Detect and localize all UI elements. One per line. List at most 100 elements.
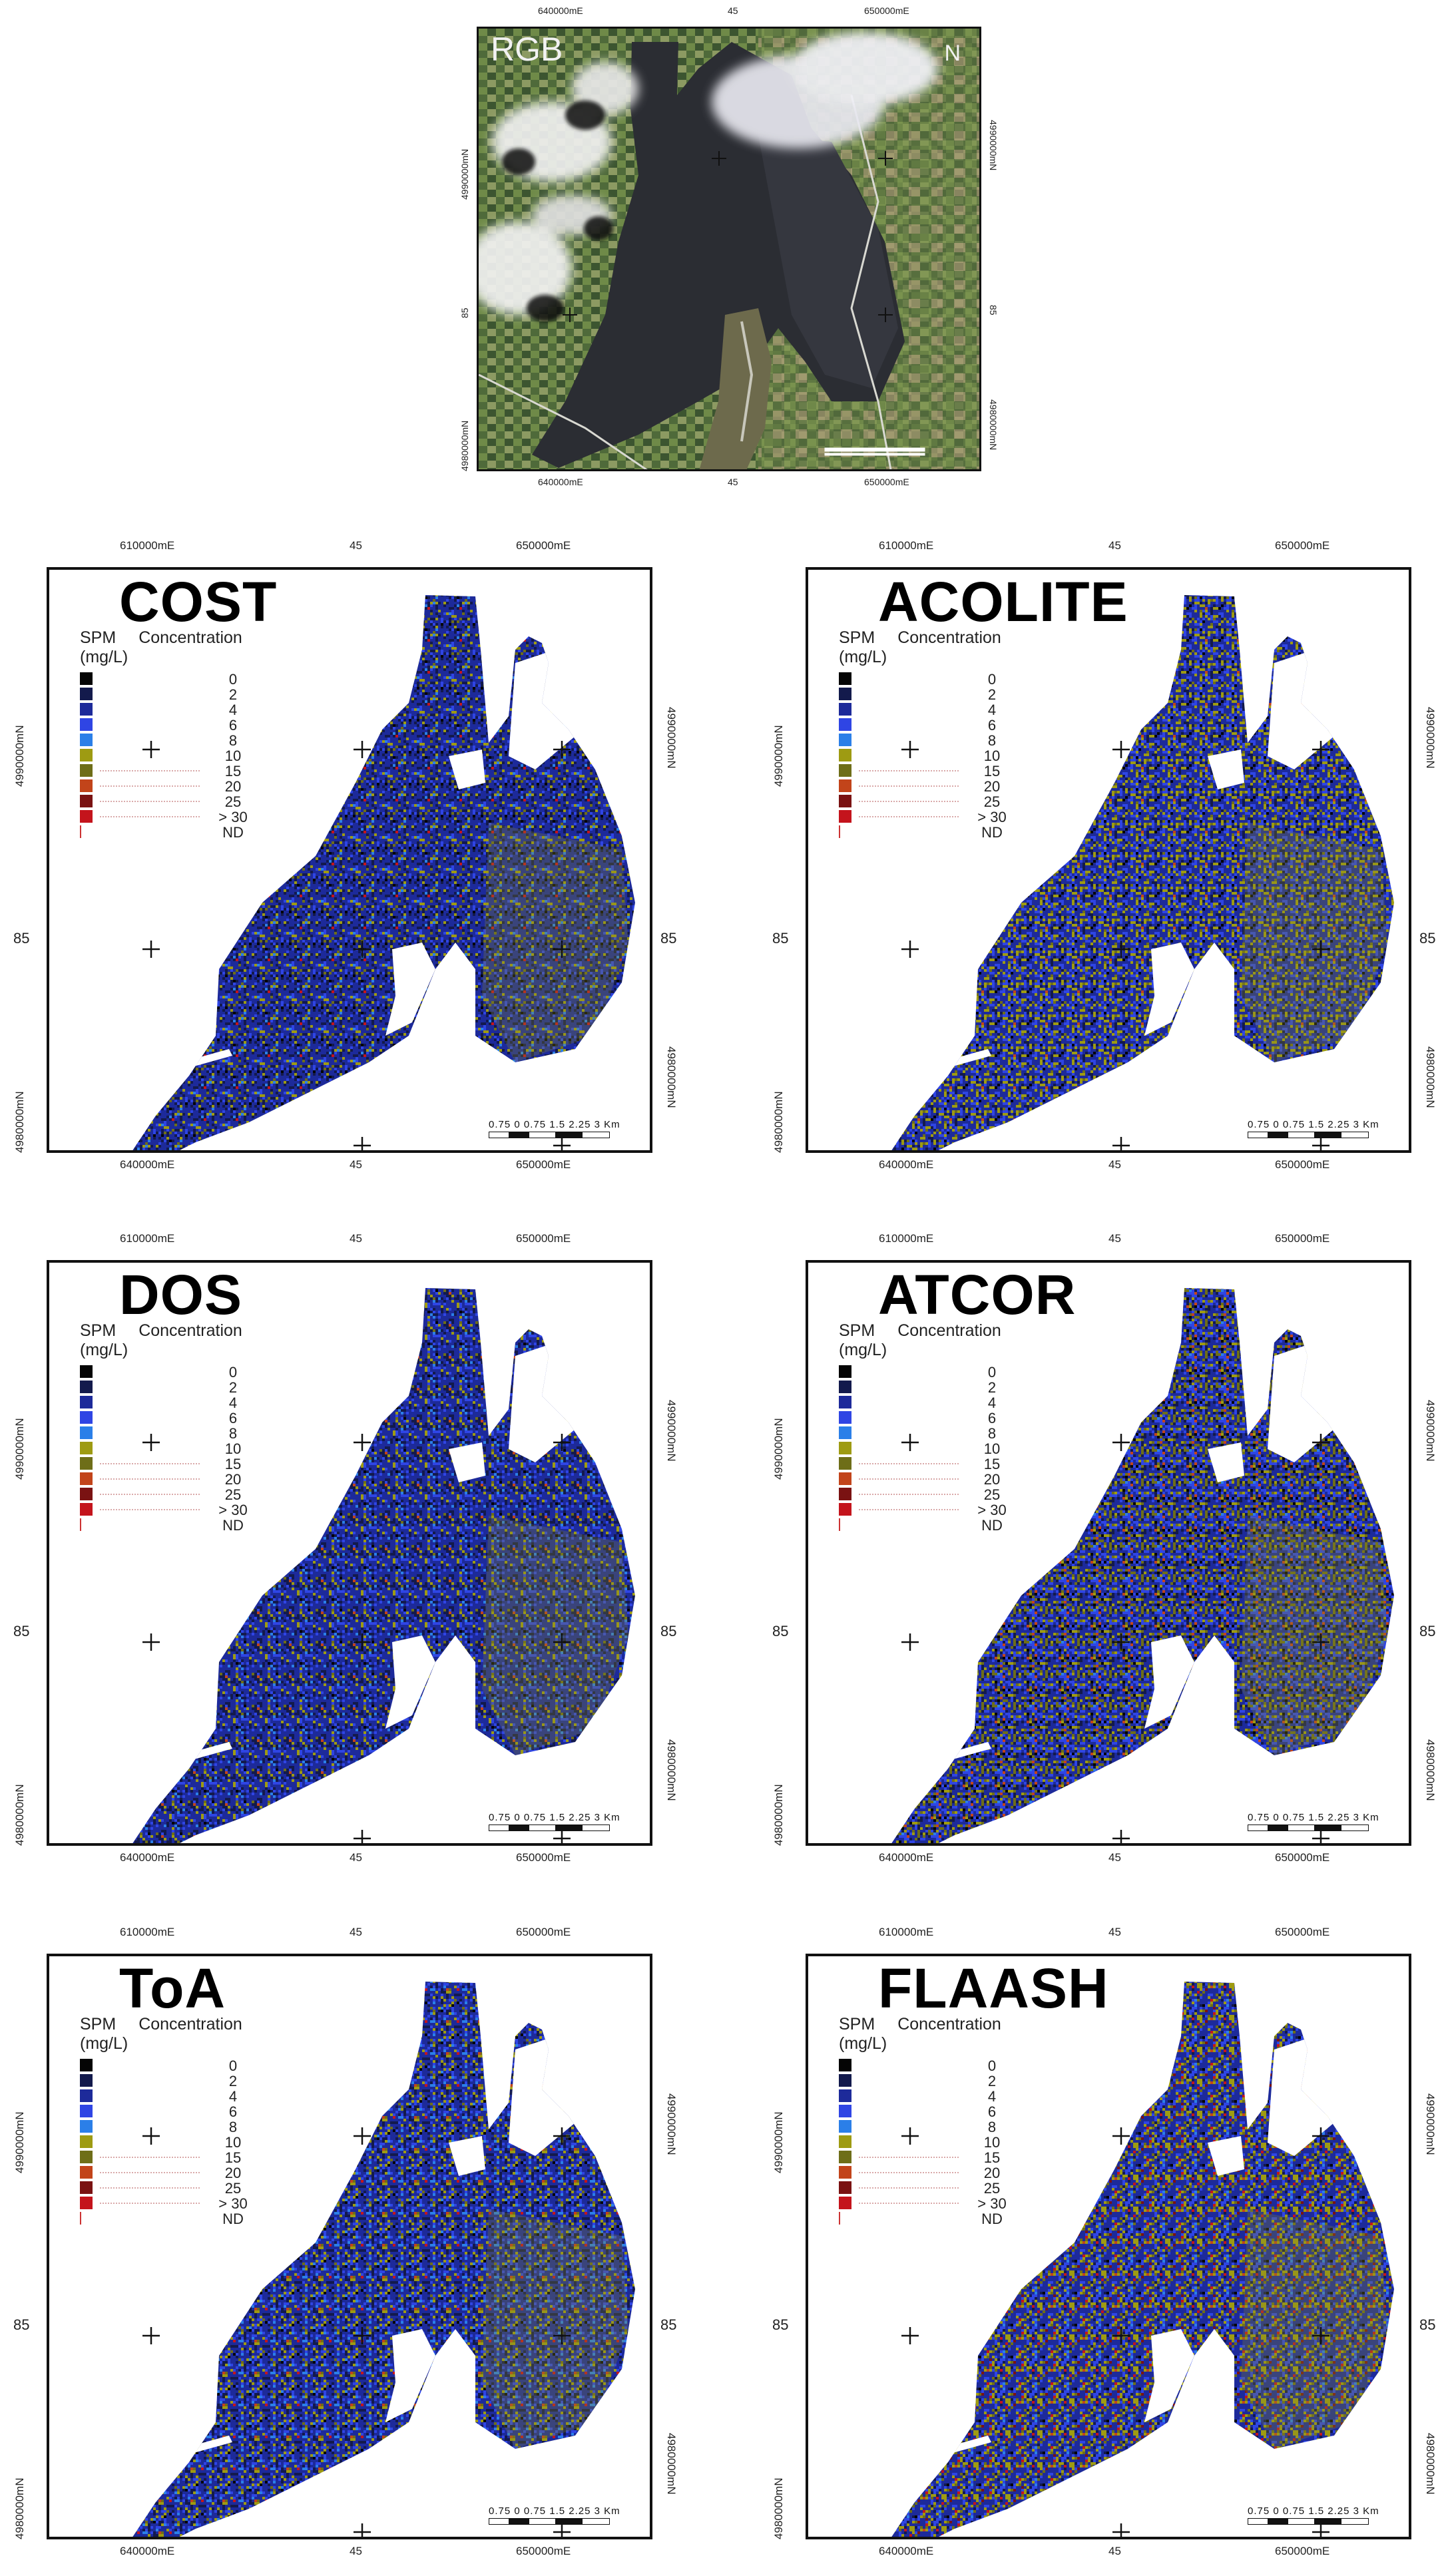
legend-leader: [859, 1463, 959, 1464]
legend-swatch: [80, 1381, 93, 1393]
legend-leader: [100, 2187, 200, 2189]
bottom-label-1: 640000mE: [120, 2545, 175, 2557]
legend-swatch: [839, 749, 851, 761]
spm-map: [888, 1982, 1394, 2537]
scale-bar-ticks: 0.75 0 0.75 1.5 2.25 3 Km: [1248, 2505, 1379, 2517]
right-label-top: 4990000mN: [1424, 2093, 1437, 2155]
legend-swatch: [839, 810, 851, 823]
legend-unit: (mg/L): [80, 648, 128, 666]
legend-leader: [859, 2187, 959, 2189]
legend-label: 10: [983, 748, 1001, 764]
left-label-mid: 85: [13, 1623, 30, 1639]
legend-swatch: [839, 718, 851, 731]
legend-swatch: [839, 703, 851, 716]
legend-label: 8: [987, 1425, 997, 1442]
legend-label: 4: [228, 702, 238, 718]
legend-swatch: [80, 2212, 83, 2225]
top-label-3: 650000mE: [1275, 1926, 1330, 1938]
legend-item: 10: [80, 2134, 320, 2151]
legend-leader: [100, 2203, 200, 2204]
legend-item: 25: [839, 1486, 1079, 1503]
legend-item: 4: [839, 2088, 1079, 2105]
scale-bar-graphic: [1248, 1825, 1387, 1831]
legend-label: 0: [987, 671, 997, 688]
legend-item: 15: [839, 1456, 1079, 1472]
top-label-1: 610000mE: [120, 1232, 175, 1245]
top-label-3: 650000mE: [516, 1232, 571, 1245]
legend-label: 4: [987, 1395, 997, 1411]
legend-label: ND: [981, 2211, 1003, 2227]
legend-label: 15: [224, 2149, 242, 2166]
legend-item: 15: [80, 2149, 320, 2166]
legend-swatch: [80, 825, 83, 838]
legend-label: > 30: [218, 1502, 248, 1518]
legend-label: 2: [987, 2073, 997, 2089]
legend-label: 2: [228, 2073, 238, 2089]
legend-label: 0: [987, 1364, 997, 1381]
bottom-label-1: 640000mE: [879, 1851, 934, 1864]
scale-bar-graphic: [489, 1132, 628, 1138]
north-arrow-icon: N: [944, 41, 961, 66]
legend-item: 0: [839, 1364, 1079, 1381]
legend-swatch: [839, 1442, 851, 1454]
scale-bar-ticks: 0.75 0 0.75 1.5 2.25 3 Km: [1248, 1119, 1379, 1130]
scale-bar-graphic: [489, 2518, 628, 2525]
rgb-right-label-2: 85: [988, 305, 999, 316]
legend-item: 4: [80, 2088, 320, 2105]
top-label-3: 650000mE: [1275, 1232, 1330, 1245]
legend-swatch: [839, 2197, 851, 2209]
legend-swatch: [839, 779, 851, 792]
legend-label: > 30: [218, 2195, 248, 2212]
legend-label: 15: [983, 1456, 1001, 1472]
legend-item: 15: [839, 763, 1079, 779]
spm-legend: SPM Concentration (mg/L) 0 2 4 6 8 10 15 20 25 > 30 N…: [839, 2015, 1079, 2227]
legend-swatch: [80, 672, 93, 685]
rgb-satellite-image: [479, 29, 979, 469]
legend-swatch: [80, 1442, 93, 1454]
legend-swatch: [839, 1365, 851, 1378]
scale-bar-ticks: 0.75 0 0.75 1.5 2.25 3 Km: [489, 2505, 620, 2517]
legend-item: 6: [839, 717, 1079, 734]
top-label-1: 610000mE: [879, 539, 934, 552]
legend-leader: [859, 801, 959, 802]
panel-title: ToA: [119, 1957, 226, 2020]
rgb-right-label-3: 4980000mN: [988, 399, 999, 451]
legend-item: 25: [839, 793, 1079, 810]
map-frame: ACOLITE SPM Concentration (mg/L) 0 2 4 6 8 10 15 20…: [806, 567, 1411, 1153]
legend-swatch: [839, 795, 851, 807]
legend-leader: [100, 2172, 200, 2173]
legend-item: 2: [80, 2073, 320, 2089]
legend-label: 0: [228, 1364, 238, 1381]
legend-item: 0: [80, 671, 320, 688]
left-label-bottom: 4980000mN: [772, 2477, 785, 2539]
spm-legend: SPM Concentration (mg/L) 0 2 4 6 8 10 15 20 25 > 30 N…: [80, 628, 320, 841]
left-label-bottom: 4980000mN: [13, 1784, 26, 1846]
legend-label: 10: [224, 748, 242, 764]
legend-label: 6: [987, 2103, 997, 2120]
spm-map: [888, 595, 1394, 1150]
legend-leader: [100, 816, 200, 817]
legend-item: ND: [80, 2211, 320, 2227]
legend-swatch: [80, 1503, 93, 1516]
spm-legend: SPM Concentration (mg/L) 0 2 4 6 8 10 15 20 25 > 30 N…: [839, 628, 1079, 841]
legend-swatch: [839, 1426, 851, 1439]
legend-item: ND: [839, 1517, 1079, 1534]
legend-label: 10: [983, 2134, 1001, 2151]
legend-item: > 30: [839, 809, 1079, 825]
bottom-label-3: 650000mE: [516, 1851, 571, 1864]
legend-swatch: [839, 1411, 851, 1424]
legend-item: 8: [80, 1425, 320, 1442]
legend-label: 15: [224, 763, 242, 779]
legend-label: 10: [983, 1440, 1001, 1457]
legend-swatch: [839, 2181, 851, 2194]
right-label-mid: 85: [660, 930, 677, 947]
rgb-bottom-label-2: 45: [728, 477, 738, 487]
top-label-2: 45: [350, 1926, 362, 1938]
legend-swatch: [80, 2197, 93, 2209]
legend-swatch: [80, 2105, 93, 2117]
panel-title: ATCOR: [878, 1263, 1077, 1326]
rgb-top-label-3: 650000mE: [864, 5, 909, 16]
legend-swatch: [839, 1457, 851, 1470]
legend-swatch: [80, 1457, 93, 1470]
legend-title-spm: SPM: [80, 1321, 117, 1340]
